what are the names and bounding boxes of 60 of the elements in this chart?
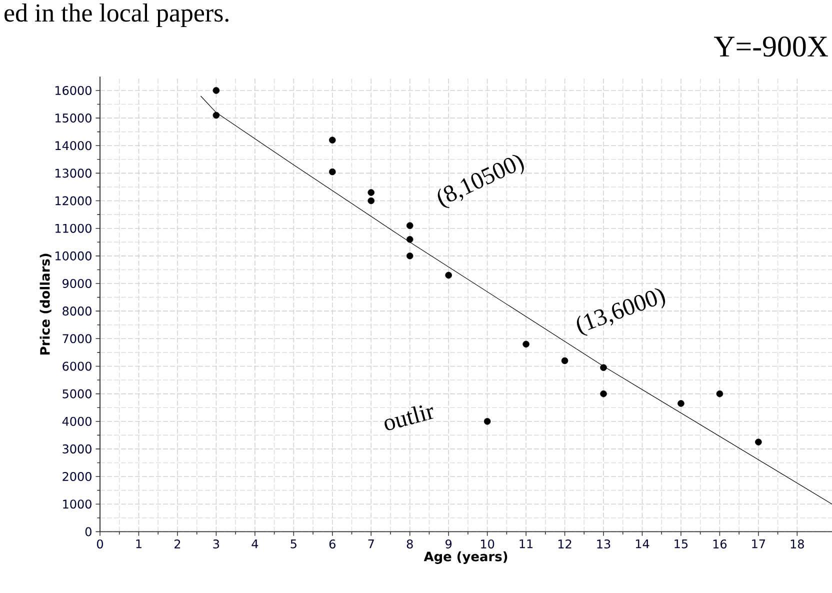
x-tick-label: 17: [752, 539, 765, 548]
y-tick-label: 6000: [62, 362, 92, 371]
y-tick-label: 2000: [62, 472, 92, 482]
point: [522, 340, 530, 348]
y-tick-label: 5000: [62, 389, 92, 398]
point: [212, 112, 220, 119]
point: [368, 189, 375, 196]
point: [561, 357, 568, 364]
point: [755, 438, 762, 446]
y-tick-label: 7000: [62, 334, 92, 344]
x-tick-label: 10: [481, 539, 494, 548]
y-tick-label: 1000: [63, 500, 92, 509]
x-tick-label: 11: [520, 539, 533, 548]
y-tick-label: 10000: [56, 251, 92, 260]
y-tick-label: 11000: [56, 224, 92, 233]
y-tick-label: 16000: [56, 86, 92, 95]
y-tick-label: 8000: [62, 306, 92, 316]
y-tick-label: 4000: [62, 416, 92, 426]
point: [406, 252, 414, 260]
x-tick-label: 6: [329, 539, 336, 548]
point: [406, 236, 414, 243]
x-tick-label: 14: [636, 539, 650, 548]
x-tick-label: 7: [368, 539, 374, 548]
point: [329, 168, 336, 176]
point: [445, 272, 452, 279]
point: [484, 418, 491, 425]
x-tick-label: 0: [96, 539, 104, 548]
x-tick-label: 16: [713, 539, 727, 548]
point: [212, 87, 220, 94]
line-series: [200, 96, 832, 504]
y-tick-label: 12000: [56, 196, 92, 206]
x-tick-label: 8: [406, 539, 413, 548]
y-tick-label: 14000: [56, 141, 92, 150]
annotation: outlir: [384, 405, 434, 430]
y-tick-label: 15000: [56, 114, 92, 123]
x-tick-label: 2: [174, 539, 180, 548]
point: [716, 390, 724, 398]
x-axis-title: Age (years): [424, 551, 508, 564]
x-tick-label: 5: [290, 539, 296, 548]
y-tick-label: 9000: [62, 278, 92, 288]
x-tick-label: 4: [252, 539, 258, 548]
x-tick-label: 12: [558, 539, 572, 548]
point: [368, 197, 375, 204]
point: [600, 364, 607, 371]
x-tick-label: 1: [136, 539, 142, 548]
text: Y=-900X: [714, 36, 828, 57]
x-tick-label: 15: [674, 539, 688, 548]
y-tick-label: 0: [85, 527, 92, 536]
point: [406, 222, 414, 229]
text: ed in the local papers.: [4, 4, 228, 27]
x-tick-label: 18: [790, 539, 804, 548]
x-tick-label: 9: [446, 539, 452, 548]
x-tick-label: 3: [213, 539, 220, 548]
point: [329, 136, 336, 144]
y-axis-title: Price (dollars): [40, 254, 52, 354]
point: [600, 390, 607, 398]
y-tick-label: 3000: [62, 444, 92, 454]
x-tick-label: 13: [597, 539, 610, 548]
point: [678, 400, 684, 407]
y-tick-label: 13000: [56, 168, 92, 178]
